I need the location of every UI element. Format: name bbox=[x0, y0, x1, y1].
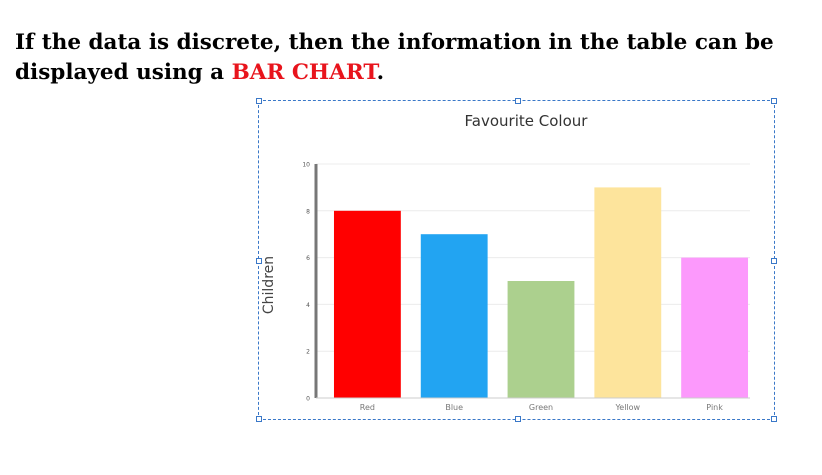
intro-line-2-suffix: . bbox=[376, 60, 385, 85]
bar-yellow bbox=[594, 187, 662, 398]
bar-pink bbox=[681, 257, 749, 398]
resize-handle-top-right[interactable] bbox=[771, 98, 777, 104]
y-tick-label: 10 bbox=[302, 162, 310, 169]
resize-handle-bottom-middle[interactable] bbox=[515, 416, 521, 422]
bar-red bbox=[333, 210, 401, 398]
resize-handle-top-middle[interactable] bbox=[515, 98, 521, 104]
x-tick-labels: Red Blue Green Yellow Pink bbox=[360, 403, 723, 412]
y-tick-label: 0 bbox=[306, 396, 310, 403]
bar-chart-highlight: BAR CHART bbox=[231, 60, 377, 85]
x-tick-label-pink: Pink bbox=[706, 403, 723, 412]
resize-handle-middle-left[interactable] bbox=[256, 258, 262, 264]
x-tick-label-blue: Blue bbox=[445, 403, 463, 412]
y-tick-label: 8 bbox=[306, 208, 310, 215]
intro-line-1: If the data is discrete, then the inform… bbox=[15, 30, 774, 55]
resize-handle-middle-right[interactable] bbox=[771, 258, 777, 264]
y-tick-label: 6 bbox=[306, 255, 310, 262]
x-tick-label-green: Green bbox=[529, 403, 553, 412]
resize-handle-bottom-right[interactable] bbox=[771, 416, 777, 422]
y-tick-labels: 0 2 4 6 8 10 bbox=[302, 162, 310, 403]
intro-line-2-prefix: displayed using a bbox=[15, 60, 232, 85]
bar-blue bbox=[420, 234, 488, 398]
bar-green bbox=[507, 281, 575, 398]
x-tick-label-red: Red bbox=[360, 403, 375, 412]
y-axis-label: Children bbox=[261, 256, 277, 314]
chart-selection-frame[interactable] bbox=[256, 98, 777, 422]
bars bbox=[333, 187, 749, 398]
resize-handle-bottom-left[interactable] bbox=[256, 416, 262, 422]
resize-handle-top-left[interactable] bbox=[256, 98, 262, 104]
x-tick-label-yellow: Yellow bbox=[614, 403, 640, 412]
y-tick-label: 2 bbox=[306, 349, 310, 356]
y-tick-label: 4 bbox=[306, 302, 310, 309]
chart-title: Favourite Colour bbox=[465, 112, 589, 130]
intro-text: If the data is discrete, then the inform… bbox=[15, 28, 805, 88]
